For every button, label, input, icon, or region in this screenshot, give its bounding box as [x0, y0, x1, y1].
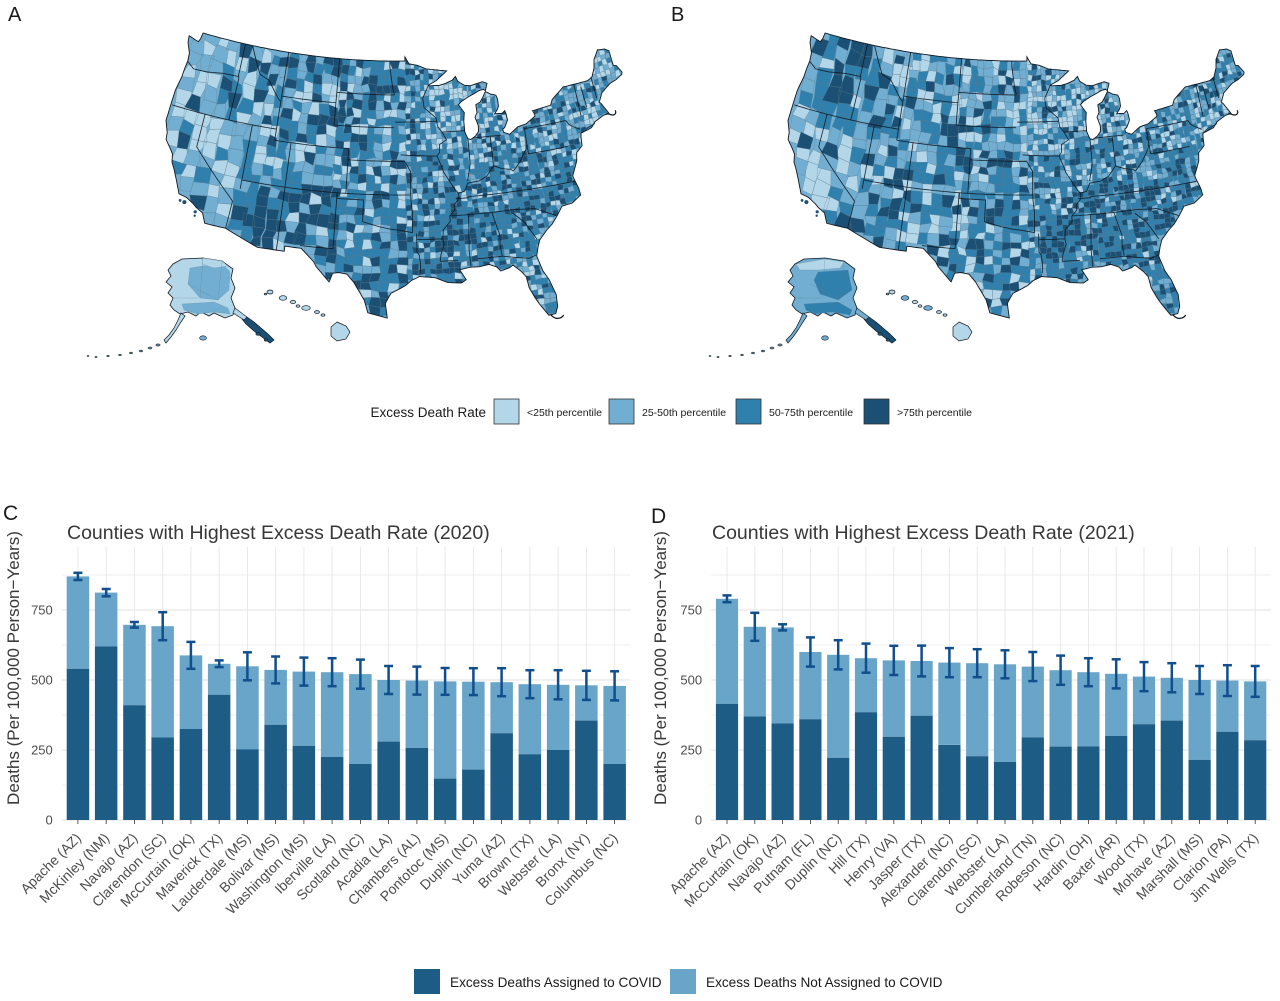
svg-text:0: 0: [695, 813, 702, 828]
svg-text:50-75th percentile: 50-75th percentile: [769, 407, 853, 419]
svg-text:500: 500: [31, 673, 53, 688]
svg-text:Excess Death Rate: Excess Death Rate: [370, 405, 486, 420]
svg-text:750: 750: [31, 603, 53, 618]
svg-text:<25th percentile: <25th percentile: [527, 407, 602, 419]
svg-text:25-50th percentile: 25-50th percentile: [642, 407, 726, 419]
svg-text:B: B: [671, 4, 684, 26]
svg-text:0: 0: [46, 813, 53, 828]
svg-text:C: C: [3, 502, 18, 525]
svg-text:A: A: [8, 4, 22, 26]
svg-text:>75th percentile: >75th percentile: [897, 407, 972, 419]
svg-text:Counties with Highest Excess D: Counties with Highest Excess Death Rate …: [67, 522, 490, 544]
svg-text:500: 500: [680, 673, 702, 688]
svg-text:Excess Deaths Not Assigned to: Excess Deaths Not Assigned to COVID: [706, 975, 943, 990]
svg-text:250: 250: [680, 743, 702, 758]
svg-text:Counties with Highest Excess D: Counties with Highest Excess Death Rate …: [712, 522, 1135, 544]
svg-text:250: 250: [31, 743, 53, 758]
svg-text:D: D: [651, 505, 666, 528]
svg-text:Deaths (Per 100,000 Person−Yea: Deaths (Per 100,000 Person−Years): [651, 531, 670, 805]
svg-text:Deaths (Per 100,000 Person−Yea: Deaths (Per 100,000 Person−Years): [4, 531, 23, 805]
svg-text:750: 750: [680, 603, 702, 618]
svg-text:Excess Deaths Assigned to COVI: Excess Deaths Assigned to COVID: [450, 975, 662, 990]
